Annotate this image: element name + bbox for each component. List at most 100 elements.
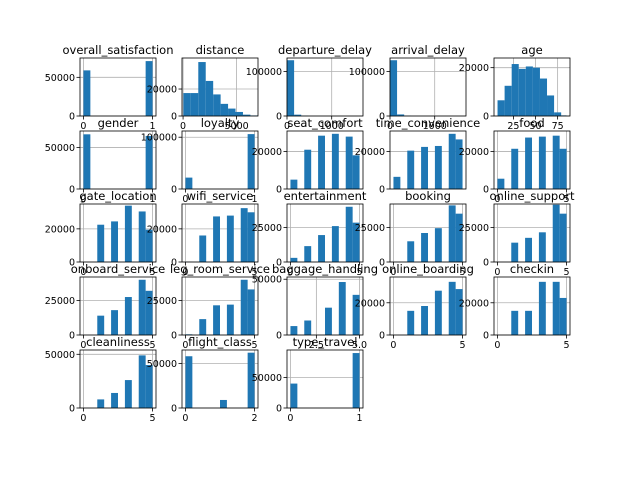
x-tick-label: 5	[357, 267, 363, 278]
subplot-seat-comfort: 0 20000	[252, 130, 364, 196]
histogram-bar	[199, 235, 207, 262]
histogram-bar	[421, 146, 428, 189]
histogram-bar	[393, 176, 401, 189]
axes-frame	[181, 276, 259, 336]
y-tick-label: 20000	[355, 147, 385, 158]
x-tick-label: 0	[80, 194, 86, 205]
histogram-bar	[455, 213, 463, 262]
x-tick-label: 5.0	[352, 340, 367, 351]
x-tick-label: 2	[252, 413, 258, 424]
axes-frame	[286, 130, 364, 190]
histogram-bar	[421, 306, 428, 335]
histogram-bar	[538, 281, 546, 335]
subplot-booking: 0 5 0 25000	[355, 203, 467, 278]
subplot-title: gender	[98, 116, 139, 130]
subplot-title: booking	[405, 189, 451, 203]
histogram-bar	[290, 383, 298, 408]
x-tick-label: 0	[80, 121, 86, 132]
subplot-title: loyalty	[201, 116, 240, 130]
x-tick-label: 5	[564, 340, 570, 351]
axes-frame	[79, 276, 157, 336]
histogram-bar	[554, 112, 562, 116]
x-tick-label: 0	[287, 413, 293, 424]
histogram-bar	[318, 135, 325, 189]
y-tick-label: 20000	[147, 85, 177, 96]
histogram-bar	[111, 392, 118, 408]
subplot-gender: 0 1 0 50000	[45, 130, 157, 205]
y-tick-label: 0	[276, 112, 282, 123]
y-tick-label: 20000	[459, 147, 489, 158]
subplot-type-travel: 0 1 0 50000	[252, 349, 364, 424]
histogram-bar	[97, 315, 105, 335]
histogram-bar	[242, 114, 251, 116]
histogram-bar	[331, 133, 339, 189]
axes-frame	[493, 276, 571, 336]
histogram-bar	[213, 305, 220, 335]
axes-frame	[493, 57, 571, 117]
y-tick-label: 0	[483, 185, 489, 196]
y-tick-label: 0	[69, 258, 75, 269]
x-tick-label: 1	[357, 413, 363, 424]
histogram-bar	[304, 149, 312, 189]
y-tick-label: 0	[171, 185, 177, 196]
x-tick-label: 1000	[423, 121, 447, 132]
x-tick-label: 0	[494, 267, 500, 278]
histogram-bar	[511, 64, 519, 116]
histogram-bar	[559, 148, 567, 189]
subplot-leg-room-service: 0 5 0 25000	[147, 276, 259, 351]
subplot-title: gate_location	[79, 189, 156, 203]
histogram-bar	[407, 241, 415, 262]
y-tick-label: 0	[483, 258, 489, 269]
x-tick-label: 0	[390, 267, 396, 278]
histogram-bar	[352, 294, 360, 335]
y-tick-label: 0	[379, 258, 385, 269]
axes-frame	[493, 130, 571, 190]
histogram-bar	[331, 226, 339, 262]
histogram-bar	[538, 232, 546, 262]
y-tick-label: 50000	[147, 359, 177, 370]
histogram-bar	[240, 208, 248, 262]
histogram-bar	[247, 289, 255, 335]
histogram-bar	[407, 150, 415, 189]
histogram-bar	[235, 111, 243, 116]
histogram-bar	[145, 229, 153, 262]
histogram-bar	[539, 78, 548, 116]
histogram-bar	[290, 257, 298, 262]
y-tick-label: 25000	[45, 296, 75, 307]
histogram-bar	[183, 93, 191, 116]
subplot-title: entertainment	[284, 189, 367, 203]
axes-frame	[389, 130, 467, 190]
subplot-overall-satisfaction: 0 1 0 50000	[45, 57, 157, 132]
axes-frame	[181, 57, 259, 117]
axes-frame	[181, 203, 259, 263]
y-tick-label: 0	[69, 185, 75, 196]
histogram-bar	[205, 80, 214, 116]
y-tick-label: 0	[379, 185, 385, 196]
subplot-food: 0 5 0 20000	[459, 130, 571, 205]
histogram-bar	[226, 304, 234, 335]
subplot-age: 25 50 75 0 20000	[459, 57, 571, 132]
subplot-checkin: 0 5 0 20000	[459, 276, 571, 351]
histogram-bar	[247, 212, 255, 262]
histogram-bar	[220, 103, 229, 116]
subplot-title: flight_class	[188, 335, 252, 349]
subplot-title: checkin	[510, 262, 554, 276]
x-tick-label: 5	[460, 340, 466, 351]
y-tick-label: 20000	[459, 63, 489, 74]
x-tick-label: 1	[150, 194, 156, 205]
x-tick-label: 0	[182, 267, 188, 278]
histogram-bar	[352, 155, 360, 189]
y-tick-label: 0	[276, 331, 282, 342]
histogram-bar	[185, 177, 193, 189]
y-tick-label: 25000	[252, 223, 282, 234]
subplot-title: age	[521, 43, 542, 57]
y-tick-label: 20000	[459, 298, 489, 309]
subplot-title: overall_satisfaction	[62, 43, 173, 57]
y-tick-label: 20000	[147, 224, 177, 235]
histogram-bar	[138, 279, 146, 335]
x-tick-label: 1	[252, 194, 258, 205]
subplot-title: arrival_delay	[391, 43, 465, 57]
histogram-bar	[390, 60, 398, 116]
histogram-bar	[304, 320, 312, 335]
y-tick-label: 100000	[141, 133, 177, 144]
